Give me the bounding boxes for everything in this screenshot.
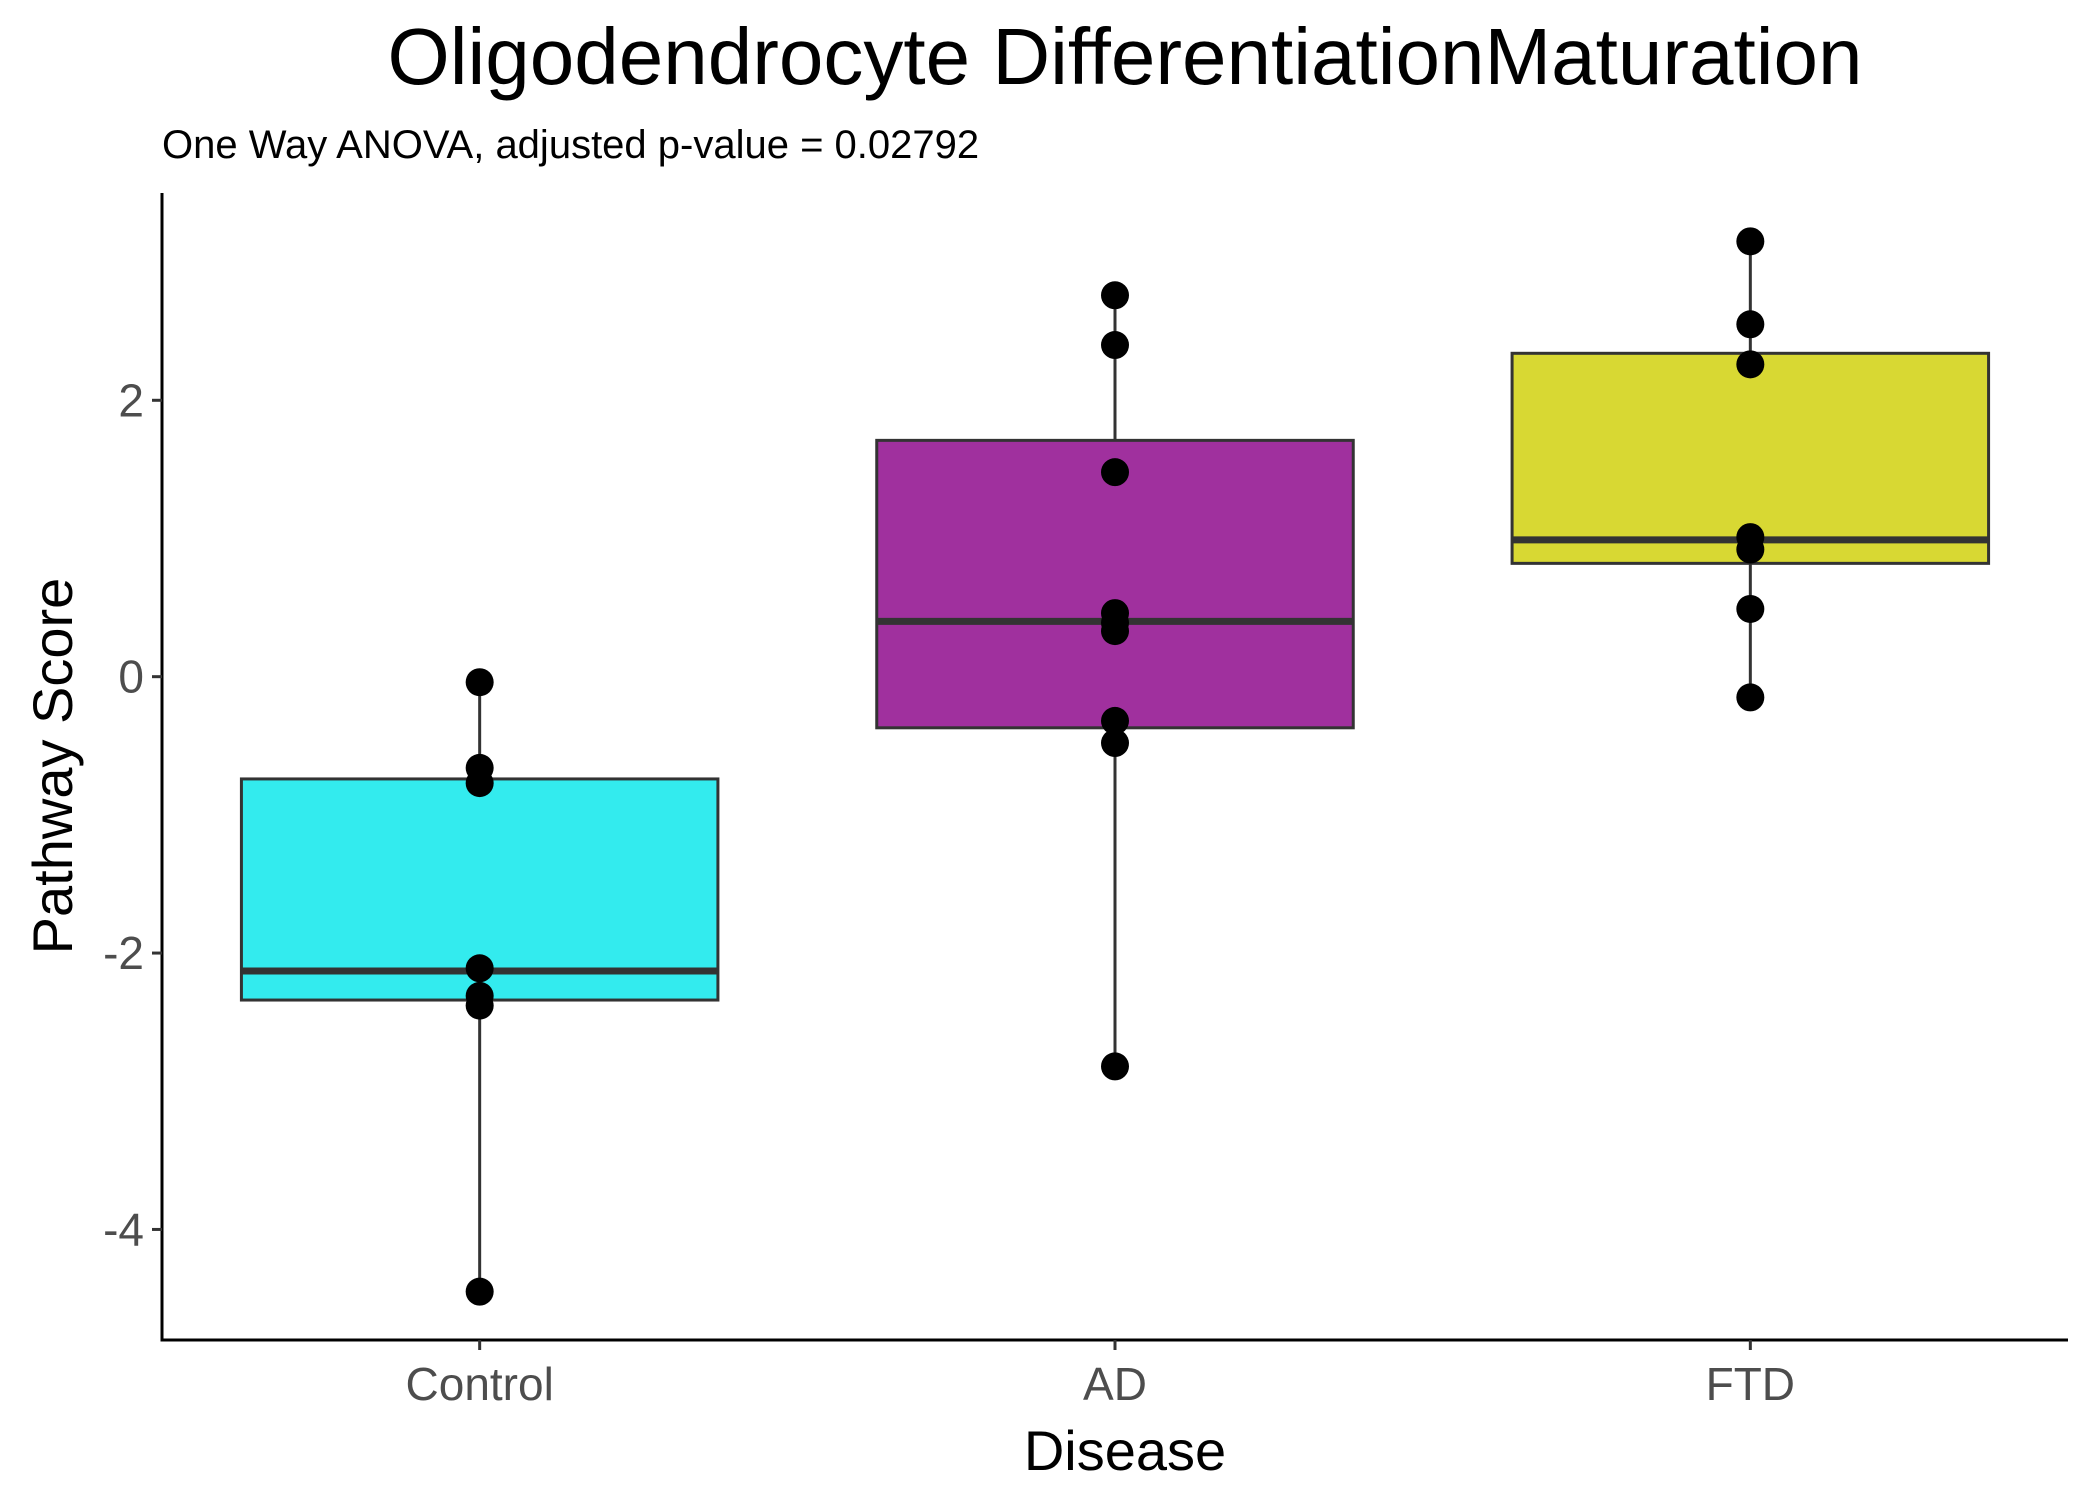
chart-title: Oligodendrocyte DifferentiationMaturatio… — [388, 12, 1863, 101]
data-point-ad-8 — [1101, 729, 1129, 758]
box-ad — [875, 438, 1355, 730]
y-tick-label-4: 2 — [118, 374, 144, 426]
data-point-control-6 — [465, 991, 494, 1020]
data-point-ad-2 — [1101, 331, 1129, 360]
data-point-ad-7 — [1101, 706, 1129, 735]
data-point-ftd-5 — [1736, 535, 1765, 564]
data-point-control-1 — [465, 668, 494, 697]
plot-area — [239, 227, 1991, 1306]
data-point-control-3 — [465, 769, 494, 798]
x-tick-label-ftd: FTD — [1706, 1358, 1795, 1410]
x-tick-label-control: Control — [406, 1358, 554, 1410]
data-point-control-7 — [465, 1277, 494, 1306]
box-group-ad — [875, 281, 1355, 1081]
data-point-ftd-2 — [1736, 310, 1765, 339]
y-tick-label-1: -4 — [103, 1203, 144, 1255]
y-tick-label-2: -2 — [103, 927, 144, 979]
chart-subtitle: One Way ANOVA, adjusted p-value = 0.0279… — [162, 123, 979, 167]
x-axis-ticks: Control AD FTD — [406, 1340, 1795, 1410]
data-point-ftd-3 — [1736, 350, 1765, 379]
y-tick-label-3: 0 — [118, 651, 144, 703]
data-point-ftd-1 — [1736, 227, 1765, 256]
box-group-control — [239, 668, 720, 1306]
data-point-ftd-7 — [1736, 683, 1765, 712]
x-tick-label-ad: AD — [1083, 1358, 1147, 1410]
data-point-control-4 — [465, 954, 494, 983]
x-axis-title: Disease — [1024, 1419, 1226, 1482]
data-point-ftd-6 — [1736, 594, 1765, 623]
data-point-ad-1 — [1101, 281, 1129, 310]
data-point-ad-9 — [1101, 1052, 1129, 1081]
box-group-ftd — [1510, 227, 1991, 712]
data-point-ad-3 — [1101, 458, 1129, 487]
data-point-ad-6 — [1101, 617, 1129, 646]
y-axis-ticks: -4 -2 0 2 — [103, 374, 162, 1255]
y-axis-title: Pathway Score — [21, 578, 84, 955]
